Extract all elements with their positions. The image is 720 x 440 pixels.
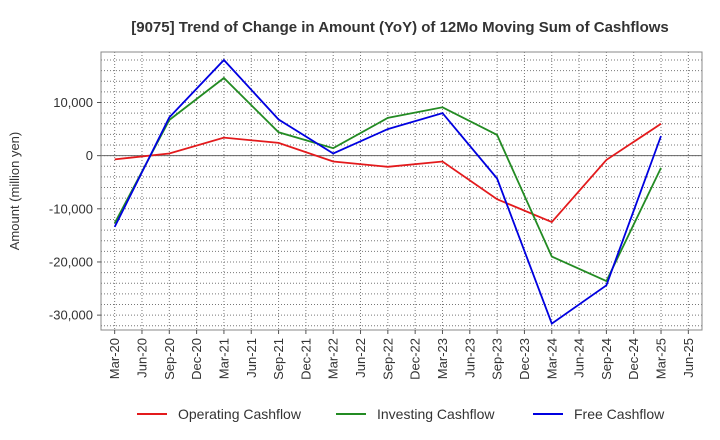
x-tick-label: Mar-20 <box>107 338 122 379</box>
x-tick-label: Sep-22 <box>380 338 395 380</box>
series-line-free-cashflow <box>113 58 662 326</box>
y-tick-label: -20,000 <box>49 254 93 269</box>
x-tick-label: Dec-24 <box>626 338 641 380</box>
x-axis-ticks: Mar-20 Jun-20 Sep-20 Dec-20 Mar-21 Jun-21 Sep-… <box>107 330 696 380</box>
y-tick-label: 0 <box>86 148 93 163</box>
chart-title: [9075] Trend of Change in Amount (YoY) o… <box>131 19 669 36</box>
y-axis-ticks: -30,000 -20,000 -10,000 0 10,000 <box>49 95 101 323</box>
y-tick-label: 10,000 <box>53 95 93 110</box>
x-tick-label: Mar-23 <box>435 338 450 379</box>
series-line-operating-cashflow <box>114 123 662 224</box>
x-tick-label: Mar-25 <box>654 338 669 379</box>
x-tick-label: Sep-21 <box>271 338 286 380</box>
legend: Operating Cashflow Investing Cashflow Free… <box>137 406 665 422</box>
x-tick-label: Jun-23 <box>462 338 477 378</box>
x-tick-label: Mar-21 <box>216 338 231 379</box>
x-tick-label: Dec-23 <box>517 338 532 380</box>
x-tick-label: Jun-20 <box>134 338 149 378</box>
x-tick-label: Sep-23 <box>490 338 505 380</box>
x-tick-label: Mar-24 <box>544 338 559 379</box>
legend-label-operating-cashflow: Operating Cashflow <box>178 406 302 422</box>
y-tick-label: -10,000 <box>49 201 93 216</box>
legend-label-investing-cashflow: Investing Cashflow <box>377 406 495 422</box>
y-tick-label: -30,000 <box>49 308 93 323</box>
series-lines <box>113 58 662 326</box>
x-tick-label: Jun-25 <box>681 338 696 378</box>
y-axis-title: Amount (million yen) <box>7 132 22 251</box>
x-tick-label: Dec-20 <box>189 338 204 380</box>
x-tick-label: Sep-20 <box>162 338 177 380</box>
x-tick-label: Mar-22 <box>326 338 341 379</box>
series-line-investing-cashflow <box>113 76 662 283</box>
x-tick-label: Dec-22 <box>408 338 423 380</box>
plot-border <box>100 51 703 331</box>
x-tick-label: Jun-21 <box>244 338 259 378</box>
x-tick-label: Sep-24 <box>599 338 614 380</box>
x-tick-label: Jun-22 <box>353 338 368 378</box>
x-tick-label: Jun-24 <box>572 338 587 378</box>
legend-label-free-cashflow: Free Cashflow <box>574 406 665 422</box>
x-tick-label: Dec-21 <box>298 338 313 380</box>
